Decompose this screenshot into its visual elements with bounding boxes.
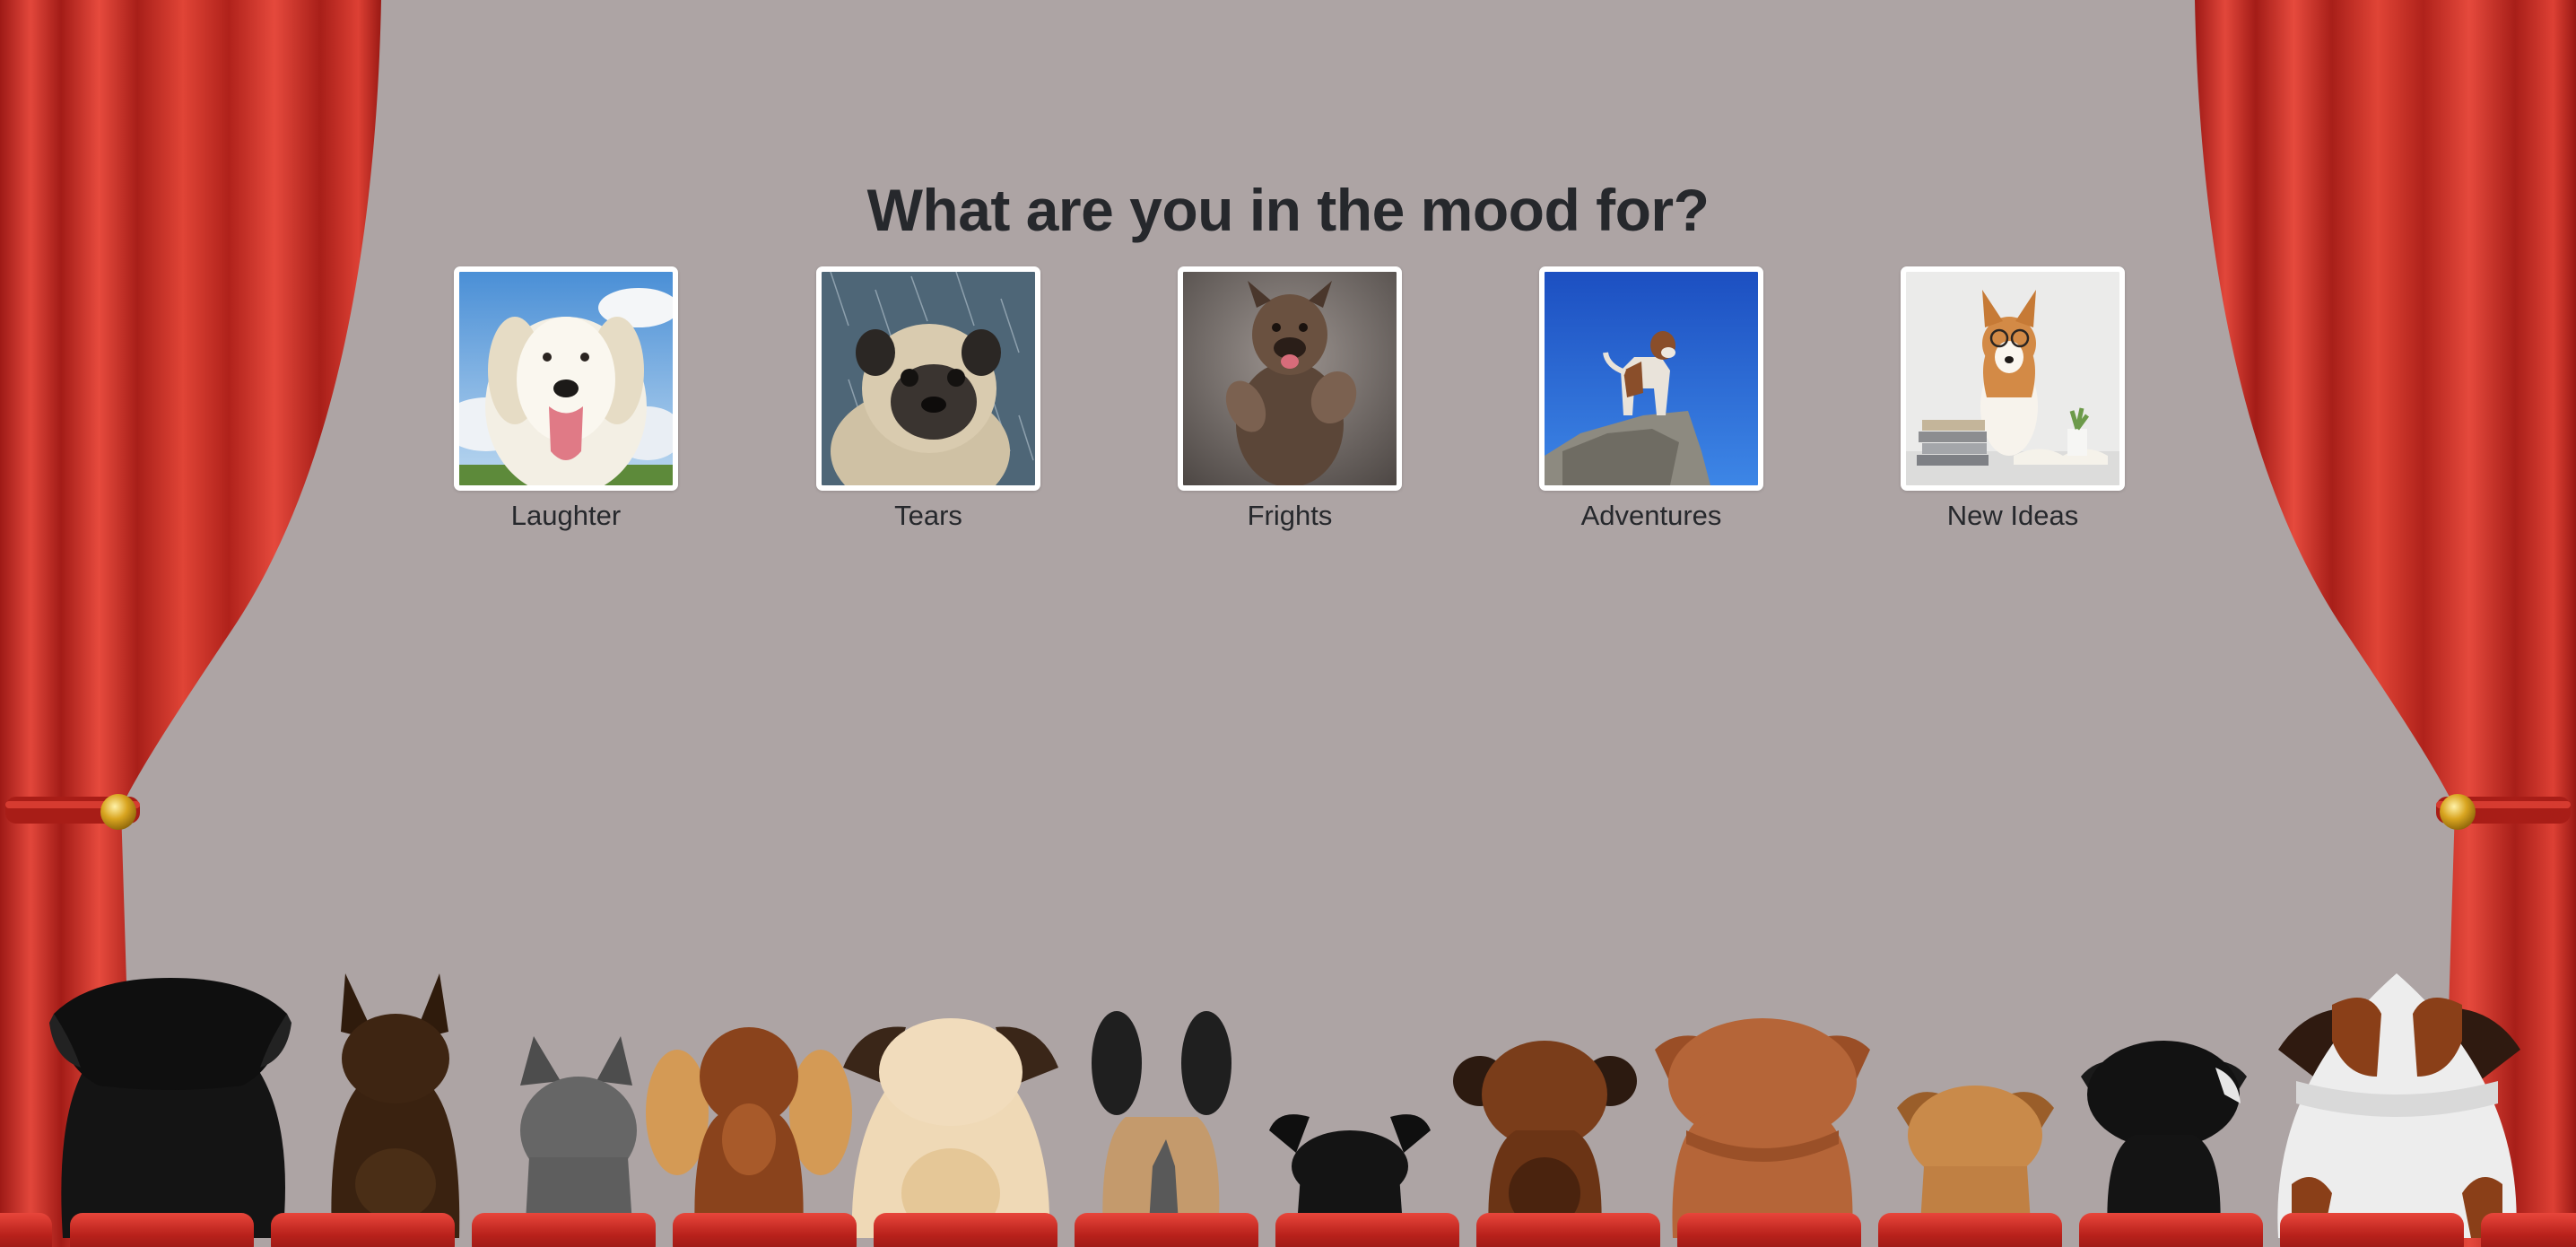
dog-on-rock-photo [1545,272,1758,485]
pug-in-rain-photo [822,272,1035,485]
mood-choice-laughter[interactable]: Laughter [454,266,678,532]
dog-audience-illustration [0,973,2576,1247]
audience-dog-12 [2277,973,2520,1238]
mood-choice-frights[interactable]: Frights [1178,266,1402,532]
mood-choice-image[interactable] [1901,266,2125,491]
scared-dog-photo [1183,272,1397,485]
mood-choice-label[interactable]: Adventures [1580,500,1722,531]
mood-choice-image[interactable] [1178,266,1402,491]
audience-dog-1 [49,978,292,1238]
left-curtain [0,0,381,1247]
mood-choice-label[interactable]: Laughter [510,500,622,531]
audience-dog-11 [2081,1041,2247,1238]
mood-choice-label[interactable]: New Ideas [1946,500,2079,531]
mood-choice-image[interactable] [1539,266,1763,491]
audience-dog-9 [1655,1018,1870,1238]
mood-choice-label[interactable]: Tears [894,500,962,531]
page-title: What are you in the mood for? [866,177,1710,243]
right-curtain-tieback-knob [2440,794,2476,830]
mood-choice-new-ideas[interactable]: New Ideas [1901,266,2125,532]
happy-white-dog-photo [459,272,673,485]
audience-dog-4 [646,1027,852,1238]
mood-choice-image[interactable] [454,266,678,491]
mood-choice-list: Laughter [0,266,2576,536]
left-curtain-tieback-knob [100,794,136,830]
audience-dog-6 [1092,1011,1231,1238]
mood-choice-label[interactable]: Frights [1247,500,1333,531]
mood-choice-adventures[interactable]: Adventures [1539,266,1763,532]
audience-dog-8 [1453,1041,1637,1238]
mood-choice-image[interactable] [816,266,1040,491]
audience-dog-3 [520,1036,637,1238]
audience-dog-5 [843,1018,1058,1238]
dog-with-glasses-and-books-photo [1906,272,2119,485]
mood-choice-tears[interactable]: Tears [816,266,1040,532]
right-curtain [2195,0,2576,1247]
theater-seats [0,1213,2576,1247]
audience-dog-2 [331,973,460,1238]
